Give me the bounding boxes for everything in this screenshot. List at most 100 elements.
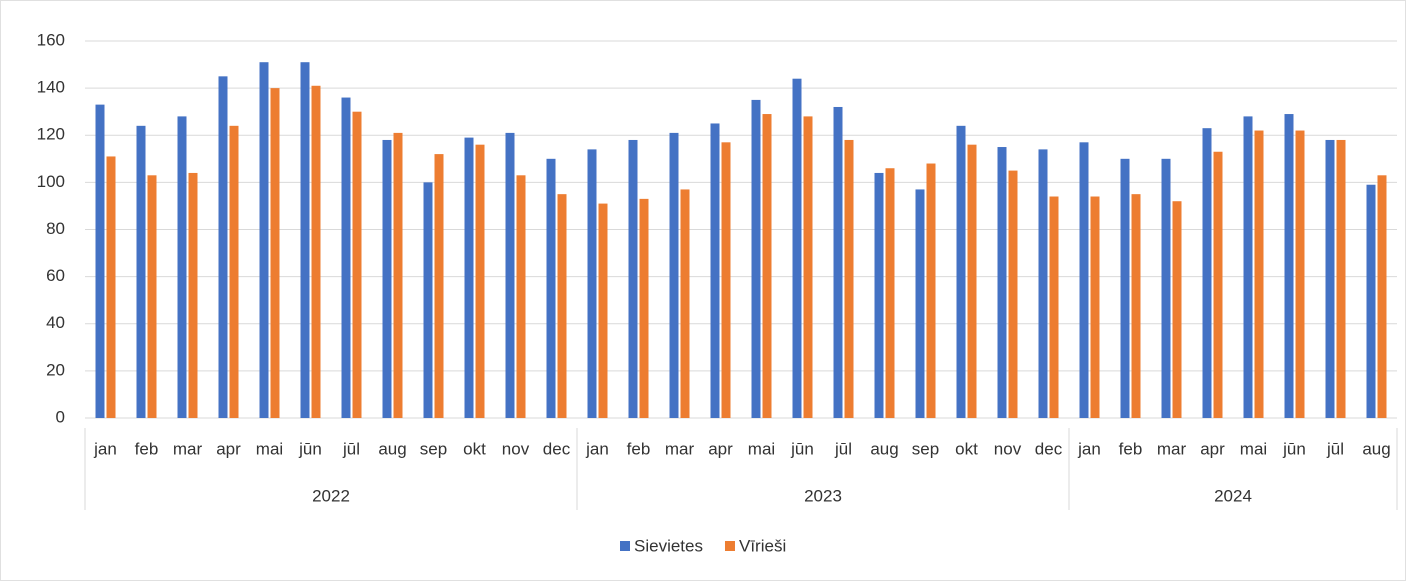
legend-swatch xyxy=(724,541,735,551)
bar xyxy=(1049,196,1059,418)
x-tick-label: jan xyxy=(1077,439,1101,458)
bar xyxy=(188,172,198,418)
bar xyxy=(833,106,843,418)
x-tick-label: feb xyxy=(627,439,651,458)
bar xyxy=(557,194,567,418)
x-tick-label: apr xyxy=(708,439,733,458)
bar xyxy=(751,99,761,418)
bar xyxy=(270,88,280,418)
bar xyxy=(229,125,239,418)
bar xyxy=(1366,184,1376,418)
x-tick-label: jūl xyxy=(1326,439,1344,458)
bar xyxy=(1172,201,1182,418)
bar xyxy=(341,97,351,419)
x-tick-label: aug xyxy=(378,439,406,458)
x-tick-label: sep xyxy=(420,439,447,458)
bar xyxy=(475,144,485,419)
bar xyxy=(434,154,444,418)
y-tick-label: 80 xyxy=(46,219,65,238)
bar xyxy=(669,132,679,419)
bar xyxy=(1213,151,1223,418)
y-tick-label: 100 xyxy=(37,172,65,191)
bar xyxy=(844,139,854,418)
x-tick-label: feb xyxy=(135,439,159,458)
bar xyxy=(311,85,321,419)
bar xyxy=(1079,142,1089,418)
bar xyxy=(587,149,597,418)
x-tick-label: jan xyxy=(93,439,117,458)
bar xyxy=(628,139,638,418)
x-tick-label: mar xyxy=(173,439,203,458)
bar xyxy=(956,125,966,418)
bar xyxy=(598,203,608,418)
bar xyxy=(393,132,403,419)
bar xyxy=(1008,170,1018,418)
x-tick-label: mai xyxy=(748,439,775,458)
x-tick-label: mar xyxy=(1157,439,1187,458)
bar xyxy=(680,189,690,418)
x-tick-label: okt xyxy=(463,439,486,458)
x-tick-label: dec xyxy=(543,439,571,458)
bar xyxy=(95,104,105,419)
x-tick-label: apr xyxy=(1200,439,1225,458)
x-tick-label: apr xyxy=(216,439,241,458)
x-tick-label: jūn xyxy=(298,439,322,458)
bar xyxy=(1038,149,1048,418)
bar xyxy=(352,111,362,418)
bar xyxy=(762,114,772,418)
bar xyxy=(147,175,157,418)
y-tick-label: 60 xyxy=(46,266,65,285)
y-tick-label: 160 xyxy=(37,30,65,49)
bar xyxy=(803,116,813,419)
x-tick-label: aug xyxy=(870,439,898,458)
bar xyxy=(423,182,433,418)
y-tick-label: 120 xyxy=(37,125,65,144)
x-tick-label: jūn xyxy=(790,439,814,458)
x-tick-label: nov xyxy=(502,439,530,458)
y-tick-label: 140 xyxy=(37,78,65,97)
bar xyxy=(300,62,310,419)
legend-label: Vīrieši xyxy=(739,536,786,555)
bar xyxy=(1161,158,1171,418)
bar xyxy=(516,175,526,418)
x-tick-label: feb xyxy=(1119,439,1143,458)
y-tick-label: 0 xyxy=(56,407,65,426)
bar xyxy=(259,62,269,419)
y-tick-label: 20 xyxy=(46,360,65,379)
bar xyxy=(926,163,936,418)
group-label: 2022 xyxy=(312,486,350,505)
bar xyxy=(1243,116,1253,419)
x-tick-label: jūl xyxy=(834,439,852,458)
bar xyxy=(1254,130,1264,418)
bar xyxy=(382,139,392,418)
x-tick-label: jūl xyxy=(342,439,360,458)
group-label: 2023 xyxy=(804,486,842,505)
x-tick-label: mai xyxy=(256,439,283,458)
bar xyxy=(967,144,977,419)
bar xyxy=(639,198,649,418)
bar xyxy=(546,158,556,418)
x-tick-label: aug xyxy=(1362,439,1390,458)
bar xyxy=(1325,139,1335,418)
legend-swatch xyxy=(620,541,630,551)
bar xyxy=(915,189,925,418)
bar xyxy=(136,125,146,418)
bar xyxy=(885,168,895,418)
bar xyxy=(710,123,720,418)
bar xyxy=(1120,158,1130,418)
bar xyxy=(177,116,187,419)
group-label: 2024 xyxy=(1214,486,1252,505)
bar xyxy=(792,78,802,418)
x-tick-label: mai xyxy=(1240,439,1267,458)
bar xyxy=(106,156,116,419)
y-tick-label: 40 xyxy=(46,313,65,332)
bar xyxy=(1336,139,1346,418)
bar xyxy=(1131,194,1141,418)
x-tick-label: jan xyxy=(585,439,609,458)
bar xyxy=(721,142,731,418)
x-tick-label: jūn xyxy=(1282,439,1306,458)
x-tick-label: mar xyxy=(665,439,695,458)
x-tick-label: okt xyxy=(955,439,978,458)
